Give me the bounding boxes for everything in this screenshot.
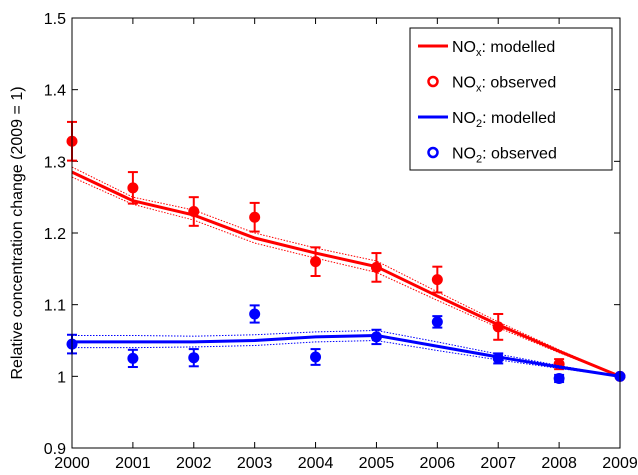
point [431, 274, 443, 286]
legend-label-part: x [476, 47, 482, 59]
legend-label-part: NO [452, 110, 476, 127]
band-lower [72, 339, 621, 377]
x-tick-label: 2005 [359, 455, 395, 472]
point [310, 256, 322, 268]
y-tick-label: 1.3 [44, 154, 66, 171]
x-tick-label: 2001 [115, 455, 151, 472]
band-upper [72, 329, 621, 377]
legend-label-part: : modelled [482, 110, 556, 127]
legend-label-part: 2 [476, 118, 482, 130]
legend-marker [427, 75, 439, 88]
legend-label-part: 2 [476, 154, 482, 166]
band-lower [71, 176, 621, 377]
x-tick-label: 2007 [480, 455, 516, 472]
legend-label-part: NO [452, 75, 476, 92]
legend-label: NO2: modelled [452, 110, 556, 130]
point [188, 206, 200, 217]
point [370, 331, 382, 343]
legend-label: NOx: modelled [452, 39, 555, 59]
legend-label-part: NO [452, 39, 476, 56]
x-tick-label: 2000 [54, 455, 90, 472]
legend-label-part: x [476, 83, 482, 95]
point [492, 352, 504, 364]
y-tick-label: 1.2 [44, 226, 66, 243]
point [188, 352, 200, 364]
y-tick-label: 0.9 [44, 441, 66, 458]
point [249, 211, 261, 223]
legend-label-part: : observed [482, 146, 557, 163]
y-tick-label: 1.5 [44, 11, 66, 28]
point [492, 321, 504, 333]
legend-label: NOx: observed [452, 75, 556, 95]
point [127, 182, 139, 194]
plot-frame [71, 17, 621, 449]
y-axis-label: Relative concentration change (2009 = 1) [9, 86, 26, 379]
line [72, 333, 621, 378]
point [370, 261, 382, 273]
legend-label: NO2: observed [452, 146, 557, 166]
y-tick-label: 1.4 [44, 83, 66, 100]
y-tick-label: 1 [57, 369, 66, 386]
point [310, 351, 322, 363]
point [249, 308, 261, 320]
x-tick-label: 2008 [541, 455, 577, 472]
x-tick-label: 2003 [237, 455, 273, 472]
legend-box [409, 27, 613, 171]
line [71, 170, 621, 378]
point [127, 352, 139, 364]
x-tick-label: 2009 [602, 455, 638, 472]
x-tick-label: 2002 [176, 455, 212, 472]
legend-label-part: : observed [482, 75, 557, 92]
legend-label-part: : modelled [482, 39, 556, 56]
x-tick-label: 2006 [420, 455, 456, 472]
band-upper [71, 166, 621, 377]
point [553, 372, 565, 384]
point [431, 316, 443, 328]
legend-label-part: NO [452, 146, 476, 163]
x-tick-label: 2004 [298, 455, 334, 472]
legend-marker [427, 146, 439, 159]
y-tick-label: 1.1 [44, 298, 66, 315]
